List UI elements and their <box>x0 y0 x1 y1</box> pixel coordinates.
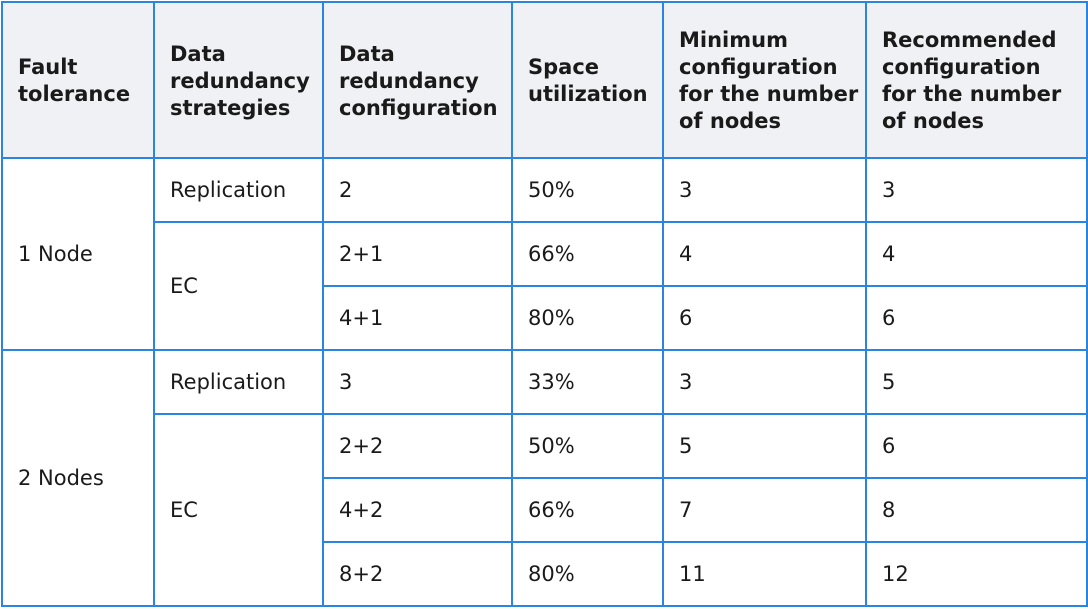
config-cell: 4+1 <box>322 285 513 351</box>
header-space-utilization: Space utilization <box>511 1 664 159</box>
strategy-cell: EC <box>153 221 324 351</box>
table-row: EC 2+1 66% 4 4 <box>2 221 1088 351</box>
min-nodes-cell: 5 <box>662 413 867 479</box>
config-cell: 2 <box>322 157 513 223</box>
header-recommended-nodes: Recommended configuration for the number… <box>865 1 1088 159</box>
rec-nodes-cell: 6 <box>865 413 1088 479</box>
table-row: 8+2 80% 11 12 <box>2 541 1088 607</box>
header-configuration: Data redundancy configuration <box>322 1 513 159</box>
rec-nodes-cell: 4 <box>865 221 1088 287</box>
config-cell: 8+2 <box>322 541 513 607</box>
rec-nodes-cell: 8 <box>865 477 1088 543</box>
strategy-cell: Replication <box>153 349 324 415</box>
table-row: EC 2+2 50% 5 6 <box>2 413 1088 607</box>
utilization-cell: 33% <box>511 349 664 415</box>
header-row: Fault tolerance Data redundancy strategi… <box>1 1 1088 159</box>
rec-nodes-cell: 5 <box>865 349 1088 415</box>
rec-nodes-cell: 3 <box>865 157 1088 223</box>
fault-tolerance-cell: 1 Node <box>1 157 155 351</box>
utilization-cell: 66% <box>511 221 664 287</box>
min-nodes-cell: 4 <box>662 221 867 287</box>
table-row: 1 Node Replication 2 50% 3 3 <box>1 157 1088 351</box>
utilization-cell: 66% <box>511 477 664 543</box>
utilization-cell: 50% <box>511 157 664 223</box>
table-row: 2 Nodes Replication 3 33% 3 5 <box>1 349 1088 607</box>
min-nodes-cell: 11 <box>662 541 867 607</box>
utilization-cell: 80% <box>511 541 664 607</box>
min-nodes-cell: 6 <box>662 285 867 351</box>
config-cell: 2+1 <box>322 221 513 287</box>
config-cell: 3 <box>322 349 513 415</box>
min-nodes-cell: 7 <box>662 477 867 543</box>
utilization-cell: 50% <box>511 413 664 479</box>
strategy-cell: EC <box>153 413 324 607</box>
utilization-cell: 80% <box>511 285 664 351</box>
header-min-nodes: Minimum configuration for the number of … <box>662 1 867 159</box>
rec-nodes-cell: 6 <box>865 285 1088 351</box>
config-cell: 2+2 <box>322 413 513 479</box>
strategy-cell: Replication <box>153 157 324 223</box>
header-fault-tolerance: Fault tolerance <box>1 1 155 159</box>
rec-nodes-cell: 12 <box>865 541 1088 607</box>
table-row: 4+1 80% 6 6 <box>2 285 1088 351</box>
table-row: 4+2 66% 7 8 <box>2 477 1088 543</box>
min-nodes-cell: 3 <box>662 349 867 415</box>
header-strategies: Data redundancy strategies <box>153 1 324 159</box>
config-cell: 4+2 <box>322 477 513 543</box>
min-nodes-cell: 3 <box>662 157 867 223</box>
fault-tolerance-cell: 2 Nodes <box>1 349 155 607</box>
